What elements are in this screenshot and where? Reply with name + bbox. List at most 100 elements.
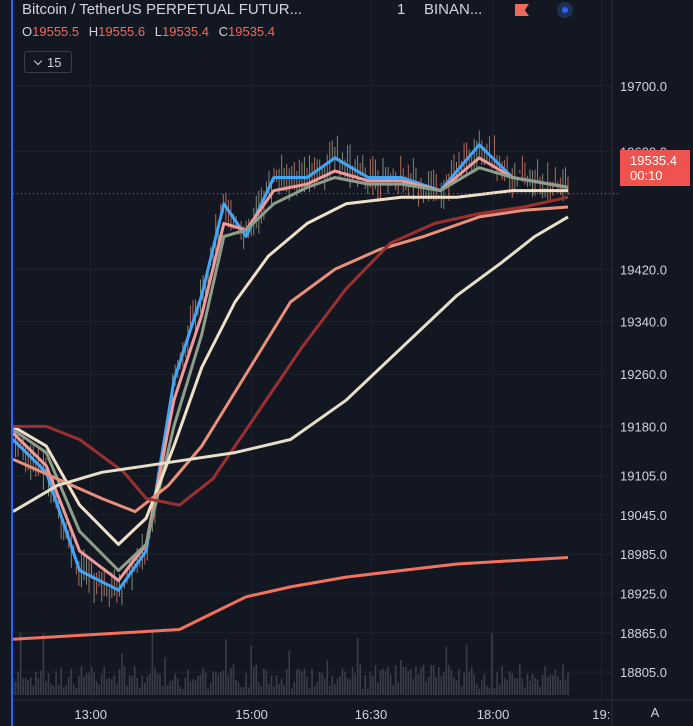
volume-bar: [562, 664, 564, 695]
interval-label[interactable]: 1: [397, 1, 406, 18]
volume-bar: [529, 680, 531, 695]
volume-bar: [116, 683, 118, 695]
price-tick-label: 19420.0: [620, 262, 667, 277]
volume-bar: [486, 685, 488, 695]
volume-bar: [331, 675, 334, 695]
volume-bar: [567, 672, 569, 695]
volume-bar: [521, 678, 524, 695]
volume-bar: [306, 676, 308, 695]
volume-bar: [179, 686, 182, 695]
volume-bar: [149, 673, 151, 695]
volume-bar: [75, 688, 78, 695]
volume-bar: [296, 669, 298, 695]
volume-bar: [321, 673, 323, 695]
volume-bar: [511, 673, 514, 695]
volume-bar: [166, 685, 169, 695]
volume-bar: [389, 674, 392, 695]
flag-icon[interactable]: [515, 4, 529, 16]
volume-bar: [405, 666, 407, 695]
volume-bar: [171, 680, 174, 695]
volume-bar: [328, 685, 331, 695]
volume-bar: [541, 675, 544, 695]
volume-bar: [465, 644, 468, 695]
symbol-title[interactable]: Bitcoin / TetherUS PERPETUAL FUTUR...: [22, 1, 303, 18]
auto-scale-button[interactable]: A: [650, 705, 660, 720]
volume-bar: [481, 679, 483, 695]
volume-bar: [539, 686, 541, 695]
volume-bar: [111, 679, 113, 695]
volume-bar: [141, 675, 144, 695]
volume-bar: [488, 687, 491, 695]
volume-bar: [230, 668, 232, 695]
volume-bar: [154, 667, 156, 695]
volume-bar: [169, 681, 171, 695]
price-tick-label: 18865.0: [620, 626, 667, 641]
open-value: 19555.5: [32, 24, 80, 39]
indicators-toggle-button[interactable]: 15: [24, 51, 72, 73]
volume-bar: [133, 666, 136, 695]
volume-bar: [443, 672, 445, 695]
volume-bar: [374, 665, 377, 695]
circle-dot-icon[interactable]: [557, 2, 573, 18]
volume-bar: [118, 668, 121, 695]
volume-bar: [184, 677, 187, 695]
volume-bar: [100, 674, 103, 695]
volume-bar: [176, 678, 179, 695]
volume-bar: [351, 666, 354, 695]
volume-bar: [194, 680, 197, 695]
volume-bar: [105, 678, 108, 695]
volume-bar: [252, 666, 255, 695]
volume-bar: [197, 676, 199, 695]
volume-bar: [475, 684, 478, 695]
volume-bar: [85, 673, 88, 695]
volume-bar: [88, 672, 90, 695]
volume-bar: [379, 670, 382, 695]
volume-bar: [62, 687, 65, 695]
volume-bar: [493, 688, 496, 695]
volume-bar: [93, 672, 95, 695]
volume-bar: [123, 665, 126, 695]
volume-bar: [265, 670, 268, 695]
volume-bar: [372, 675, 374, 695]
volume-bars: [12, 631, 569, 695]
volume-bar: [323, 677, 326, 695]
low-value: 19535.4: [162, 24, 209, 39]
volume-bar: [394, 665, 397, 695]
ma-line: [12, 189, 568, 546]
volume-bar: [559, 680, 562, 695]
chart-header: Bitcoin / TetherUS PERPETUAL FUTUR... 1 …: [0, 0, 693, 22]
volume-bar: [496, 672, 498, 695]
volume-bar: [564, 679, 567, 695]
volume-bar: [29, 677, 32, 695]
volume-bar: [437, 666, 440, 695]
volume-bar: [354, 673, 356, 695]
volume-bar: [98, 684, 100, 695]
volume-bar: [417, 674, 420, 695]
volume-bar: [52, 685, 55, 695]
volume-bar: [483, 673, 486, 695]
volume-bar: [293, 681, 296, 695]
volume-bar: [463, 672, 465, 695]
time-tick-label: 13:00: [74, 707, 107, 722]
volume-bar: [551, 674, 554, 695]
volume-bar: [290, 688, 293, 695]
moving-averages: [11, 143, 569, 641]
volume-bar: [143, 682, 146, 695]
candles: [12, 130, 569, 608]
volume-bar: [460, 686, 463, 695]
volume-bar: [60, 667, 62, 695]
volume-bar: [445, 646, 448, 695]
volume-bar: [37, 678, 40, 695]
volume-bar: [513, 678, 516, 695]
ma-line: [11, 156, 569, 582]
volume-bar: [361, 688, 364, 695]
volume-bar: [57, 684, 60, 695]
volume-bar: [202, 667, 204, 695]
volume-bar: [237, 682, 240, 695]
volume-bar: [217, 674, 220, 695]
volume-bar: [420, 667, 422, 695]
volume-bar: [247, 687, 250, 695]
exchange-label: BINAN...: [424, 1, 483, 18]
volume-bar: [516, 678, 519, 695]
